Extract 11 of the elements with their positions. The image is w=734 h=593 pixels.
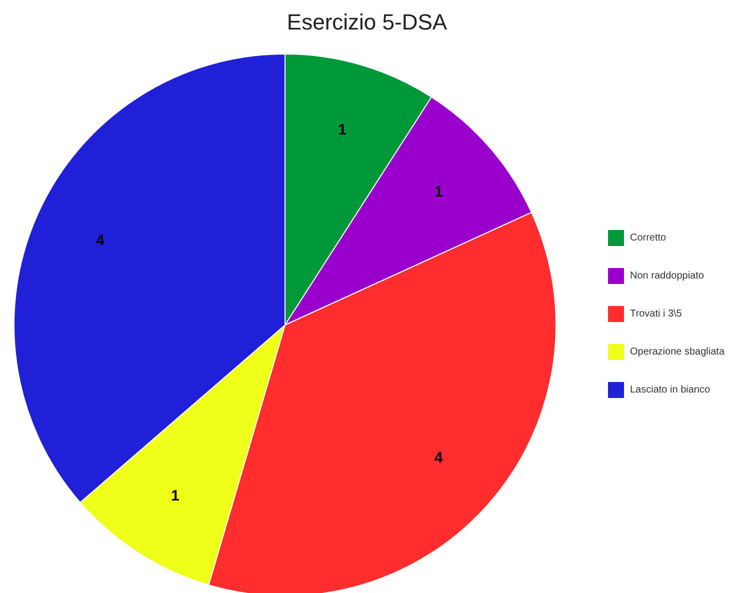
data-label: 1 (338, 121, 346, 138)
data-label: 1 (434, 183, 443, 200)
legend-label: Non raddoppiato (630, 270, 704, 282)
data-label: 1 (170, 487, 180, 504)
data-label: 4 (434, 450, 444, 467)
legend-label: Operazione sbagliata (630, 346, 725, 358)
data-label: 4 (96, 232, 105, 250)
legend-label: Trovati i 3\5 (630, 308, 682, 320)
chart-title: Esercizio 5-DSA (286, 10, 448, 34)
legend-label: Corretto (630, 232, 667, 244)
legend-label: Lasciato in bianco (630, 384, 710, 396)
